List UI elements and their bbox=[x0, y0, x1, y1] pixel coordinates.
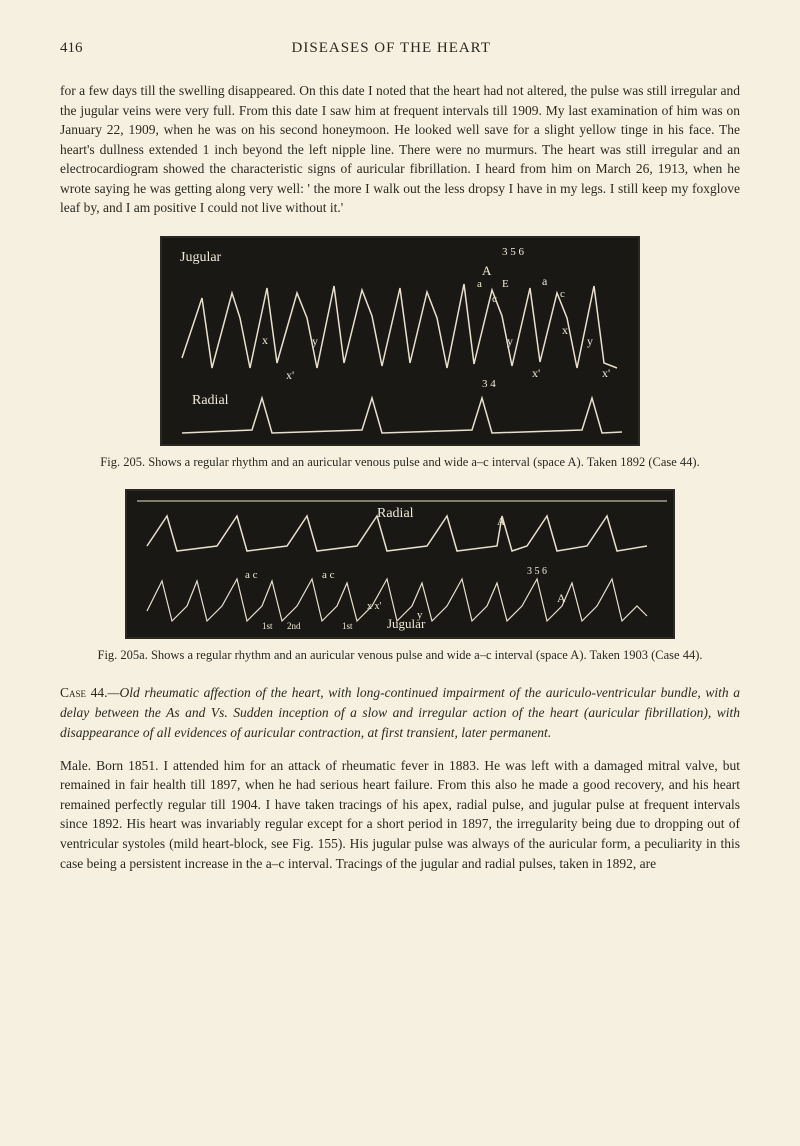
label-time1: 1st bbox=[262, 621, 273, 631]
case-44-title: Case 44.—Old rheumatic affection of the … bbox=[60, 683, 740, 744]
fig205-text: Shows a regular rhythm and an auricular … bbox=[148, 455, 700, 469]
figure-205a-image: Radial Jugular a c a c x x' y 3 5 6 A A … bbox=[125, 489, 675, 639]
label-a-big-a: A bbox=[557, 591, 566, 606]
paragraph-1: for a few days till the swelling disappe… bbox=[60, 81, 740, 218]
label-nums-a: 3 5 6 bbox=[527, 566, 547, 577]
label-xprime3: x' bbox=[602, 366, 610, 381]
figure-205-container: Jugular Radial 3 5 6 A a E c a c x y x' … bbox=[60, 236, 740, 446]
fig205-prefix: Fig. 205. bbox=[100, 455, 145, 469]
label-xprime2: x' bbox=[532, 366, 540, 381]
figure-205-caption: Fig. 205. Shows a regular rhythm and an … bbox=[60, 454, 740, 472]
label-radial: Radial bbox=[192, 393, 229, 409]
figure-205-image: Jugular Radial 3 5 6 A a E c a c x y x' … bbox=[160, 236, 640, 446]
label-ac2: a c bbox=[322, 569, 335, 581]
label-x1: x bbox=[262, 333, 268, 348]
label-nums: 3 5 6 bbox=[502, 246, 524, 258]
label-jugular: Jugular bbox=[180, 250, 221, 266]
label-x2: x bbox=[562, 323, 568, 338]
label-xprime1: x' bbox=[286, 368, 294, 383]
label-y2: y bbox=[507, 334, 513, 349]
label-y-a: y bbox=[417, 609, 423, 621]
label-a-small: a bbox=[477, 278, 482, 290]
label-nums2: 3 4 bbox=[482, 378, 496, 390]
label-time2: 2nd bbox=[287, 621, 301, 631]
label-c-right: c bbox=[560, 288, 565, 300]
paragraph-2: Male. Born 1851. I attended him for an a… bbox=[60, 756, 740, 873]
page-header: 416 DISEASES OF THE HEART bbox=[60, 40, 740, 57]
label-radial-a: Radial bbox=[377, 506, 414, 522]
label-y1: y bbox=[312, 334, 318, 349]
label-a-right: a bbox=[542, 274, 547, 289]
fig205a-prefix: Fig. 205a. bbox=[98, 648, 148, 662]
label-ac1: a c bbox=[245, 569, 258, 581]
fig205a-text: Shows a regular rhythm and an auricular … bbox=[151, 648, 703, 662]
label-xx: x x' bbox=[367, 601, 381, 612]
label-time3: 1st bbox=[342, 621, 353, 631]
chapter-title: DISEASES OF THE HEART bbox=[43, 40, 741, 57]
label-y3: y bbox=[587, 334, 593, 349]
label-e: E bbox=[502, 278, 509, 290]
label-a1-top: A bbox=[497, 516, 505, 528]
figure-205a-container: Radial Jugular a c a c x x' y 3 5 6 A A … bbox=[60, 489, 740, 639]
label-a-big: A bbox=[482, 263, 491, 279]
case-title-text: —Old rheumatic affection of the heart, w… bbox=[60, 685, 740, 741]
case-label: Case 44. bbox=[60, 685, 108, 700]
label-c-small: c bbox=[492, 293, 497, 305]
figure-205a-caption: Fig. 205a. Shows a regular rhythm and an… bbox=[60, 647, 740, 665]
